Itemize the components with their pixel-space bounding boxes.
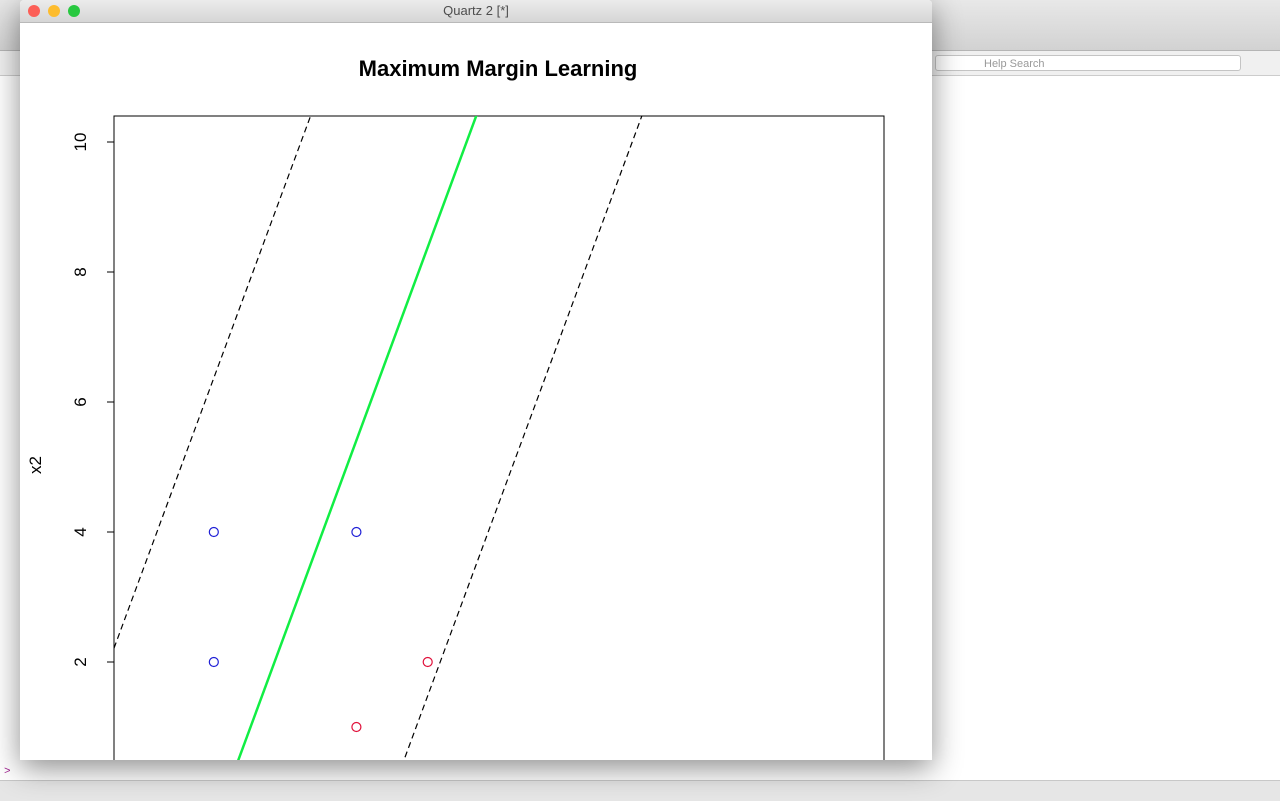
lines <box>114 116 643 760</box>
margin-line <box>403 116 643 760</box>
data-point <box>208 656 219 668</box>
help-search[interactable]: Help Search <box>935 55 1241 71</box>
quartz-window: Quartz 2 [*] <box>20 0 932 760</box>
y-tick-label: 2 <box>71 657 90 666</box>
y-axis-label: x2 <box>26 456 45 474</box>
close-button[interactable] <box>28 5 40 17</box>
data-point <box>351 526 362 538</box>
data-point <box>422 656 433 668</box>
data-point <box>351 721 362 733</box>
data-point <box>208 526 219 538</box>
margin-line <box>114 116 312 649</box>
chart-title: Maximum Margin Learning <box>359 56 638 81</box>
y-tick-label: 6 <box>71 397 90 406</box>
decision-line <box>237 116 478 760</box>
plot-frame <box>113 115 885 760</box>
window-title: Quartz 2 [*] <box>20 0 932 23</box>
zoom-button[interactable] <box>68 5 80 17</box>
plot-area: Maximum Margin Learning x2 2 4 6 8 10 <box>26 56 885 760</box>
status-bar <box>0 780 1280 801</box>
minimize-button[interactable] <box>48 5 60 17</box>
console-prompt: > <box>4 766 11 778</box>
y-tick-label: 4 <box>71 527 90 536</box>
y-tick-label: 10 <box>71 133 90 152</box>
y-tick-label: 8 <box>71 267 90 276</box>
